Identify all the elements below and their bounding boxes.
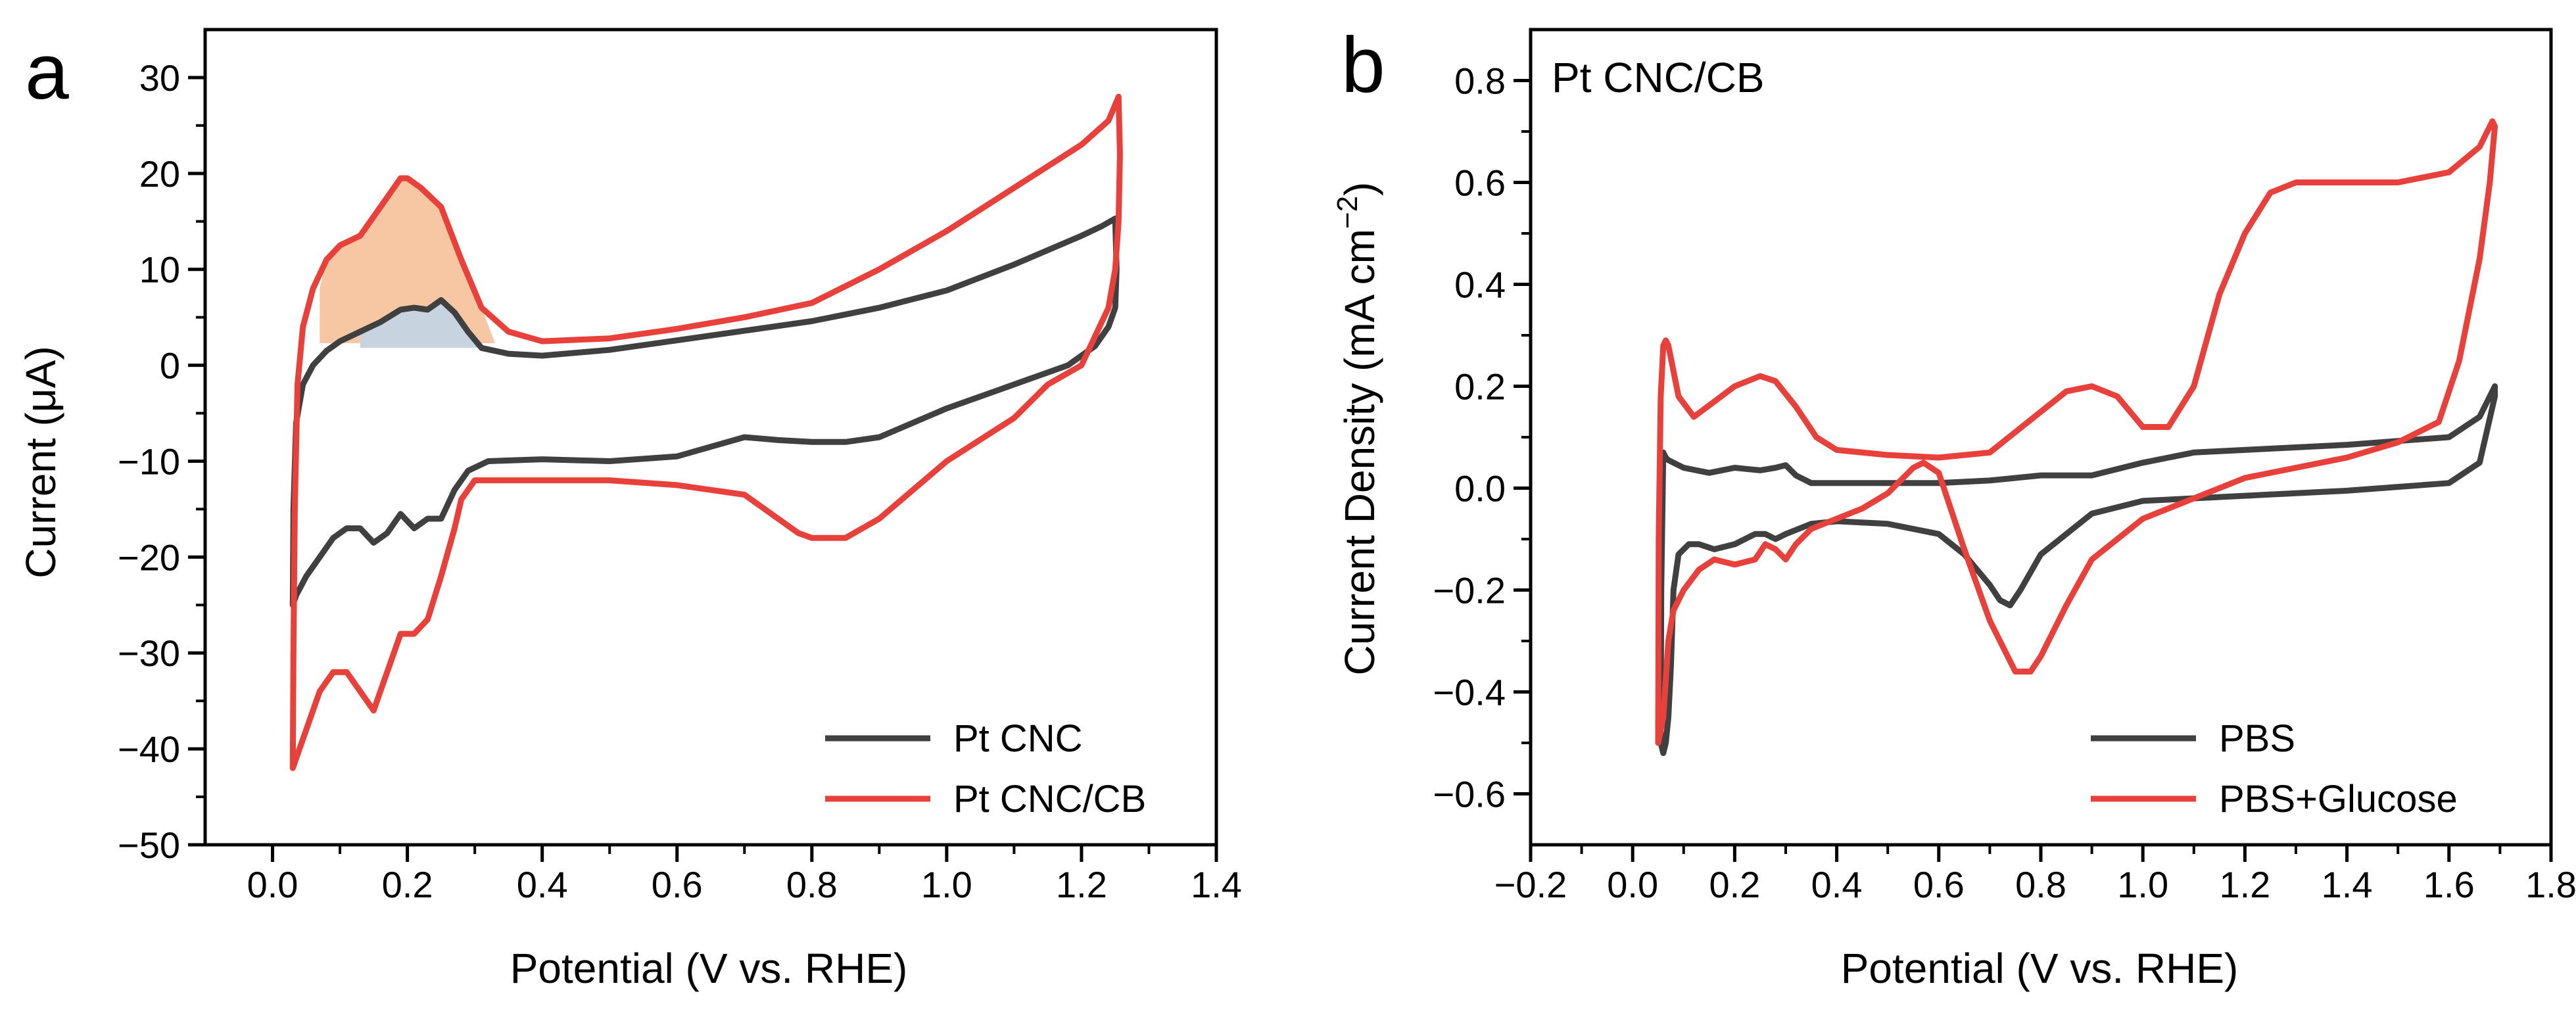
shaded-area-1 <box>320 178 495 343</box>
series-line-pbs-glucose <box>1655 118 2498 746</box>
plot-frame <box>1529 28 2553 847</box>
x-tick-label: 1.0 <box>921 864 972 905</box>
y-tick-label: 10 <box>139 249 180 291</box>
panel-b-ylabel-end: ) <box>1336 182 1383 196</box>
panel-b: b Pt CNC/CB Potential (V vs. RHE) Curren… <box>1331 21 2576 992</box>
x-tick-label: 0.0 <box>247 864 298 905</box>
x-tick-label: 1.2 <box>2219 864 2270 905</box>
y-tick-label: −10 <box>118 440 180 482</box>
x-tick-label: 1.4 <box>1191 864 1242 905</box>
y-tick-label: −30 <box>118 632 180 674</box>
panel-b-xlabel: Potential (V vs. RHE) <box>1841 945 2239 992</box>
x-tick-label: 0.4 <box>517 864 568 905</box>
y-tick-label: −0.6 <box>1433 774 1506 815</box>
x-tick-label: 1.6 <box>2423 864 2475 905</box>
series-line-pbs <box>1658 383 2498 756</box>
legend-label: Pt CNC/CB <box>953 778 1146 820</box>
x-tick-label: 1.0 <box>2117 864 2168 905</box>
legend-label: Pt CNC <box>953 717 1083 760</box>
y-tick-label: 0.0 <box>1454 468 1506 510</box>
x-tick-label: 0.0 <box>1607 864 1658 905</box>
y-tick-label: 0.2 <box>1454 366 1506 408</box>
series-line-pt-cnc <box>289 215 1120 608</box>
panel-b-ylabel-sup: −2 <box>1331 196 1364 229</box>
y-tick-label: 0 <box>160 345 180 387</box>
x-tick-label: 0.2 <box>382 864 433 905</box>
x-tick-label: 0.2 <box>1709 864 1760 905</box>
x-tick-label: 0.4 <box>1811 864 1863 905</box>
plot-frame <box>203 28 1218 847</box>
legend-label: PBS <box>2219 717 2295 760</box>
y-tick-label: −0.2 <box>1433 570 1506 611</box>
panel-b-ylabel: Current Density (mA cm−2) <box>1331 182 1383 676</box>
y-tick-label: 0.8 <box>1454 60 1506 102</box>
panel-b-title: Pt CNC/CB <box>1552 54 1765 101</box>
x-tick-label: 0.8 <box>2015 864 2066 905</box>
x-tick-label: 0.8 <box>786 864 838 905</box>
panel-a-xlabel: Potential (V vs. RHE) <box>510 945 908 992</box>
panel-a: a Potential (V vs. RHE) Current (μA) 0.0… <box>17 28 1242 992</box>
legend-label: PBS+Glucose <box>2219 778 2458 820</box>
y-tick-label: 0.6 <box>1454 162 1506 204</box>
y-tick-label: −50 <box>118 824 180 866</box>
x-tick-label: 1.2 <box>1056 864 1107 905</box>
y-tick-label: −40 <box>118 728 180 770</box>
y-tick-label: 20 <box>139 153 180 195</box>
panel-a-ylabel: Current (μA) <box>17 346 64 578</box>
x-tick-label: 1.4 <box>2322 864 2373 905</box>
panel-b-ylabel-main: Current Density (mA cm <box>1336 229 1383 675</box>
x-tick-label: 0.6 <box>652 864 703 905</box>
panel-a-label: a <box>25 28 69 116</box>
panel-b-label: b <box>1341 21 1385 109</box>
y-tick-label: −20 <box>118 536 180 578</box>
y-tick-label: 30 <box>139 57 180 99</box>
y-tick-label: −0.4 <box>1433 672 1506 713</box>
x-tick-label: 0.6 <box>1913 864 1965 905</box>
y-tick-label: 0.4 <box>1454 264 1506 306</box>
x-tick-label: −0.2 <box>1494 864 1567 905</box>
x-tick-label: 1.8 <box>2525 864 2576 905</box>
series-line-pt-cnc-cb <box>289 93 1123 771</box>
